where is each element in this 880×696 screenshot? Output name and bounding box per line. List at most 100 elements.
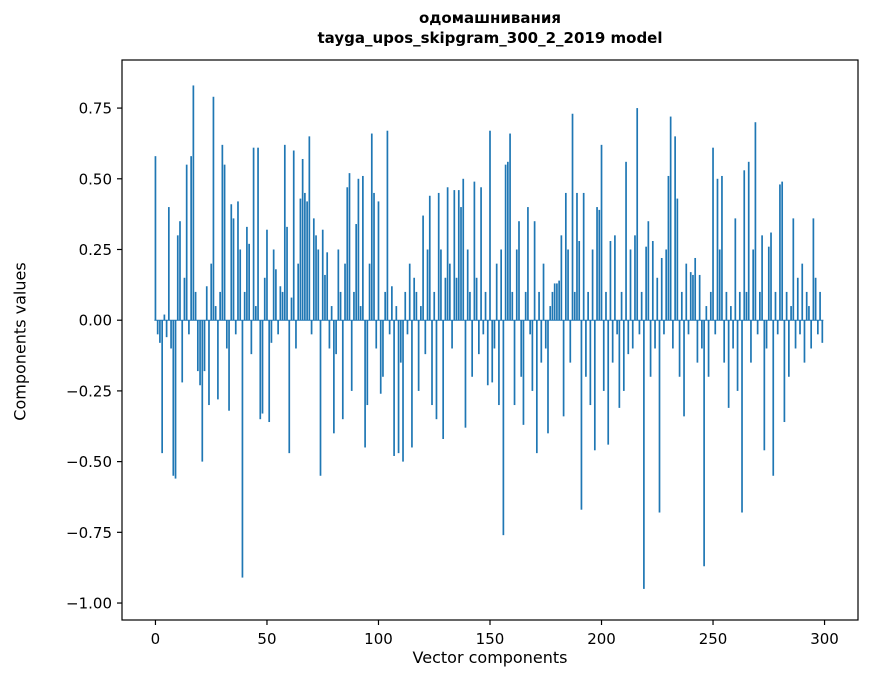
bar: [181, 320, 184, 383]
bar: [776, 320, 779, 335]
bar: [446, 187, 449, 321]
bar: [493, 320, 496, 349]
bar: [230, 204, 233, 321]
bar: [417, 320, 420, 391]
bar: [353, 291, 355, 321]
bar: [821, 320, 824, 343]
bar: [350, 320, 353, 391]
bar: [609, 241, 612, 321]
bar: [636, 108, 639, 321]
bar: [228, 320, 230, 411]
bar: [647, 221, 650, 321]
bar: [500, 249, 502, 321]
bar: [395, 306, 398, 321]
bar: [531, 320, 534, 391]
bar: [270, 320, 273, 343]
bar: [712, 147, 714, 321]
bar: [556, 283, 558, 321]
bar: [522, 320, 525, 425]
bar: [542, 263, 545, 321]
bar: [558, 280, 560, 321]
bar: [299, 198, 302, 321]
bar: [683, 320, 685, 417]
bar: [736, 320, 739, 391]
bar: [694, 257, 697, 321]
bar: [569, 320, 572, 363]
bar: [544, 320, 547, 349]
bar: [453, 190, 456, 321]
bar: [723, 320, 726, 363]
bar: [457, 190, 460, 321]
bar: [582, 192, 585, 321]
bar: [614, 235, 616, 321]
bar: [469, 291, 471, 321]
bar: [761, 235, 763, 321]
bar: [640, 291, 643, 321]
bar: [703, 320, 705, 567]
bar: [473, 181, 476, 321]
x-tick-label: 200: [587, 630, 616, 648]
bar: [172, 320, 175, 476]
bar: [466, 249, 469, 321]
bar: [219, 291, 221, 321]
bar: [324, 274, 326, 321]
bar: [415, 291, 418, 321]
bar: [596, 207, 598, 321]
bar: [765, 320, 768, 349]
bar: [754, 122, 757, 321]
x-tick-label: 100: [364, 630, 393, 648]
bar: [362, 175, 364, 321]
bar: [540, 320, 543, 363]
bar: [560, 235, 563, 321]
bar: [805, 291, 808, 321]
bar: [770, 232, 772, 321]
bar: [241, 320, 244, 578]
bar: [589, 320, 592, 406]
bar: [674, 136, 676, 321]
bar: [716, 178, 719, 321]
bar: [567, 249, 569, 321]
bar: [263, 277, 266, 321]
bar: [259, 320, 262, 420]
bar: [725, 291, 728, 321]
bar: [217, 320, 219, 400]
y-tick-label: 0.50: [79, 170, 112, 188]
bar: [585, 320, 587, 377]
bar: [794, 320, 797, 349]
bar: [709, 291, 712, 321]
bar: [518, 221, 520, 321]
bar: [527, 207, 529, 321]
bar: [649, 320, 652, 377]
bar: [707, 320, 710, 377]
bar: [734, 218, 737, 321]
bar: [819, 291, 821, 321]
bar: [714, 320, 717, 335]
bar: [738, 291, 741, 321]
bar: [547, 320, 549, 434]
bar: [366, 320, 369, 406]
bar: [154, 156, 157, 321]
bar: [551, 291, 554, 321]
y-tick-label: 0.00: [79, 312, 112, 330]
bar: [727, 320, 730, 408]
bar: [212, 96, 215, 321]
bar: [174, 320, 177, 479]
bar: [475, 277, 478, 321]
bar: [210, 263, 213, 321]
bar: [165, 320, 168, 338]
bar: [451, 320, 453, 349]
bar: [286, 226, 288, 321]
bar: [250, 320, 253, 355]
bar: [698, 274, 701, 321]
bar: [495, 263, 498, 321]
bar: [745, 291, 748, 321]
bar: [408, 263, 411, 321]
bar: [489, 130, 491, 321]
bar: [533, 221, 536, 321]
bar: [248, 243, 250, 321]
bar: [634, 235, 636, 321]
bar: [625, 161, 627, 321]
bar: [756, 320, 759, 335]
bar: [654, 320, 656, 349]
